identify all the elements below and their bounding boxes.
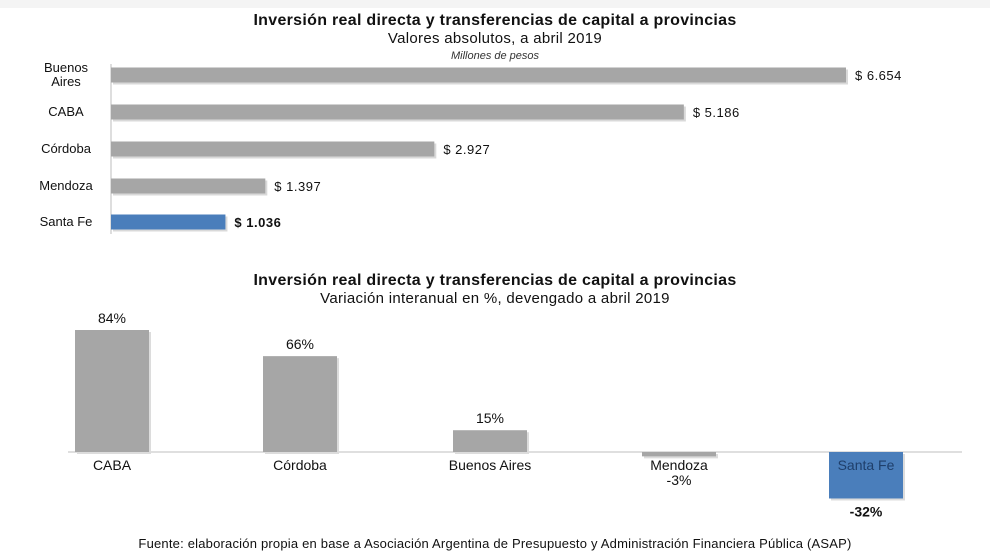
chart1-value-label-mendoza: $ 1.397 xyxy=(274,179,321,194)
chart1-bar-mendoza xyxy=(111,178,266,194)
chart2-title: Inversión real directa y transferencias … xyxy=(253,272,737,289)
chart2-subtitle: Variación interanual en %, devengado a a… xyxy=(320,290,670,307)
chart1-category-label-mendoza: Mendoza xyxy=(39,178,93,193)
chart2-value-label-buenos-aires: 15% xyxy=(476,410,504,426)
chart1-category-label-buenos-aires: Buenos Aires xyxy=(44,60,89,89)
chart2-value-label-córdoba: 66% xyxy=(286,336,314,352)
absolute-values-chart: Inversión real directa y transferencias … xyxy=(0,8,990,246)
chart2-value-label-mendoza: -3% xyxy=(667,472,692,488)
chart2-bar-caba xyxy=(75,330,149,452)
chart1-bar-santa-fe xyxy=(111,214,226,230)
chart1-bar-caba xyxy=(111,104,684,120)
chart1-bar-córdoba xyxy=(111,141,435,157)
chart2-bar-santa-fe xyxy=(829,452,903,499)
chart1-subtitle: Valores absolutos, a abril 2019 xyxy=(387,30,603,47)
chart1-bar-buenos-aires xyxy=(111,67,846,83)
chart2-bar-córdoba xyxy=(263,356,337,452)
chart2-value-label-santa-fe: -32% xyxy=(850,503,883,519)
chart2-value-label-caba: 84% xyxy=(98,310,126,326)
chart1-value-label-córdoba: $ 2.927 xyxy=(443,142,490,157)
chart2-bar-buenos-aires xyxy=(453,430,527,452)
chart2-category-label-mendoza: Mendoza xyxy=(650,457,708,473)
chart1-category-label-santa-fe: Santa Fe xyxy=(40,214,93,229)
chart2-category-label-caba: CABA xyxy=(93,457,132,473)
chart1-svg: Buenos Aires $ 6.654 CABA $ 5.186 Córdoba $ 2.… xyxy=(39,60,902,234)
chart1-category-label-caba: CABA xyxy=(48,104,84,119)
source-note: Fuente: elaboración propia en base a Aso… xyxy=(138,536,852,551)
chart1-category-label-córdoba: Córdoba xyxy=(41,141,92,156)
chart1-value-label-caba: $ 5.186 xyxy=(693,105,740,120)
chart2-category-label-córdoba: Córdoba xyxy=(273,457,327,473)
chart2-bar-mendoza xyxy=(642,452,716,457)
chart1-value-label-buenos-aires: $ 6.654 xyxy=(855,68,902,83)
chart1-title: Inversión real directa y transferencias … xyxy=(253,12,737,29)
chart1-value-label-santa-fe: $ 1.036 xyxy=(234,215,281,230)
chart1-units-note: Millones de pesos xyxy=(450,50,540,62)
chart2-category-label-santa-fe: Santa Fe xyxy=(838,457,895,473)
yoy-variation-chart: Inversión real directa y transferencias … xyxy=(0,268,990,530)
top-strip xyxy=(0,0,990,8)
chart2-category-label-buenos-aires: Buenos Aires xyxy=(449,457,532,473)
